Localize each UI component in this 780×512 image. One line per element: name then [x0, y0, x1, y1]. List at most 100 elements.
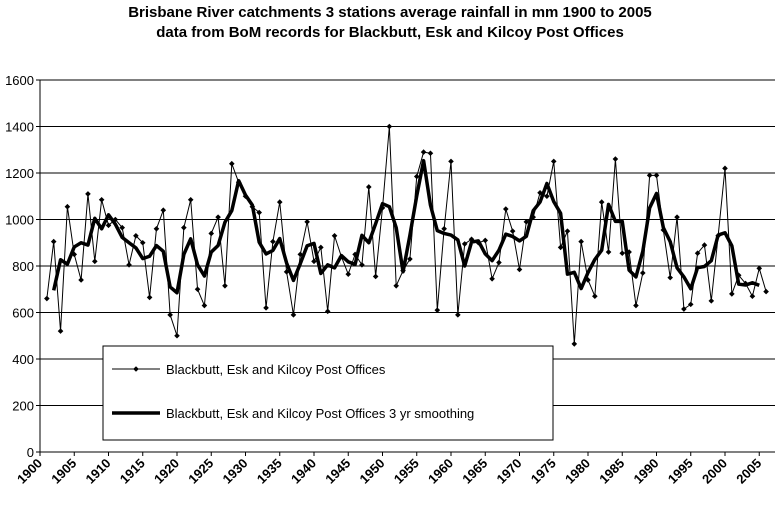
data-point — [544, 193, 550, 200]
data-point — [160, 207, 167, 213]
x-tick-label: 1950 — [357, 456, 388, 487]
data-point — [496, 259, 502, 266]
data-point — [461, 241, 468, 247]
x-tick-label: 1935 — [254, 456, 285, 487]
x-tick-label: 1970 — [494, 456, 525, 487]
data-point — [44, 295, 50, 302]
data-point — [729, 291, 735, 297]
chart-title: Brisbane River catchments 3 stations ave… — [128, 4, 652, 21]
data-point — [653, 172, 660, 179]
data-point — [687, 301, 694, 308]
data-point — [91, 258, 98, 265]
data-point — [318, 244, 324, 251]
data-point — [386, 123, 393, 130]
data-point — [119, 224, 125, 231]
data-point — [646, 172, 653, 179]
data-point — [619, 250, 626, 257]
x-tick-label: 2005 — [733, 456, 764, 487]
x-tick-label: 1910 — [83, 456, 114, 487]
data-point — [516, 266, 523, 273]
data-point — [311, 258, 317, 265]
x-tick-label: 1920 — [151, 456, 182, 487]
data-point — [228, 160, 235, 167]
data-point — [256, 209, 262, 216]
data-point — [222, 282, 228, 289]
data-point — [372, 273, 379, 280]
data-point — [133, 232, 139, 239]
data-point — [434, 307, 441, 313]
y-tick-label: 800 — [12, 259, 34, 274]
data-point — [564, 228, 571, 234]
legend-label: Blackbutt, Esk and Kilcoy Post Offices — [166, 362, 386, 377]
data-point — [153, 226, 160, 232]
legend-box — [102, 345, 554, 441]
data-point — [722, 165, 728, 172]
data-point — [331, 232, 338, 239]
data-point — [468, 236, 475, 243]
data-point — [359, 262, 365, 268]
data-point — [194, 286, 201, 293]
data-point — [139, 239, 146, 246]
x-tick-label: 1985 — [596, 456, 627, 487]
data-point — [571, 341, 578, 347]
data-point — [78, 277, 84, 283]
data-point — [557, 244, 564, 251]
data-point — [455, 312, 461, 318]
data-point — [708, 298, 715, 304]
y-tick-label: 1200 — [5, 166, 34, 181]
chart-title: data from BoM records for Blackbutt, Esk… — [156, 24, 624, 41]
x-tick-label: 1925 — [185, 456, 216, 487]
data-point — [208, 230, 215, 237]
x-tick-label: 2000 — [699, 456, 730, 487]
data-point — [146, 294, 153, 301]
data-point — [290, 312, 297, 318]
data-point — [167, 312, 173, 318]
data-point — [187, 196, 194, 203]
data-point — [578, 238, 584, 245]
data-point — [489, 275, 495, 282]
data-point — [420, 149, 427, 155]
data-point — [345, 271, 352, 277]
data-point — [550, 158, 557, 165]
data-point — [304, 219, 310, 225]
y-tick-label: 200 — [12, 399, 34, 414]
series-line — [46, 126, 767, 345]
data-point — [502, 206, 509, 212]
data-point — [681, 306, 687, 312]
data-point — [427, 150, 434, 157]
y-tick-label: 1000 — [5, 213, 34, 228]
data-point — [598, 199, 605, 205]
data-point — [276, 199, 283, 205]
data-point — [297, 251, 304, 258]
data-point — [413, 173, 420, 180]
data-point — [667, 274, 673, 281]
x-tick-label: 1955 — [391, 456, 422, 487]
data-point — [763, 288, 769, 295]
data-point — [263, 305, 269, 311]
data-point — [407, 256, 413, 262]
series-line — [51, 158, 760, 295]
data-point — [324, 308, 331, 315]
x-tick-label: 1930 — [220, 456, 251, 487]
data-point — [694, 250, 701, 257]
data-point — [612, 156, 619, 162]
data-point — [105, 222, 112, 229]
data-point — [365, 184, 372, 190]
data-point — [71, 251, 78, 258]
data-point — [215, 214, 221, 220]
data-point — [201, 302, 208, 309]
data-point — [749, 293, 756, 300]
x-tick-label: 1990 — [631, 456, 662, 487]
data-point — [605, 249, 612, 255]
data-point — [509, 228, 516, 234]
data-point — [50, 238, 57, 245]
x-tick-label: 1940 — [288, 456, 319, 487]
data-point — [537, 189, 543, 196]
x-tick-label: 1905 — [48, 456, 79, 487]
data-point — [633, 302, 639, 309]
data-point — [523, 219, 530, 225]
y-tick-label: 400 — [12, 352, 34, 367]
x-tick-label: 1900 — [14, 456, 45, 487]
y-tick-label: 1400 — [5, 120, 34, 135]
